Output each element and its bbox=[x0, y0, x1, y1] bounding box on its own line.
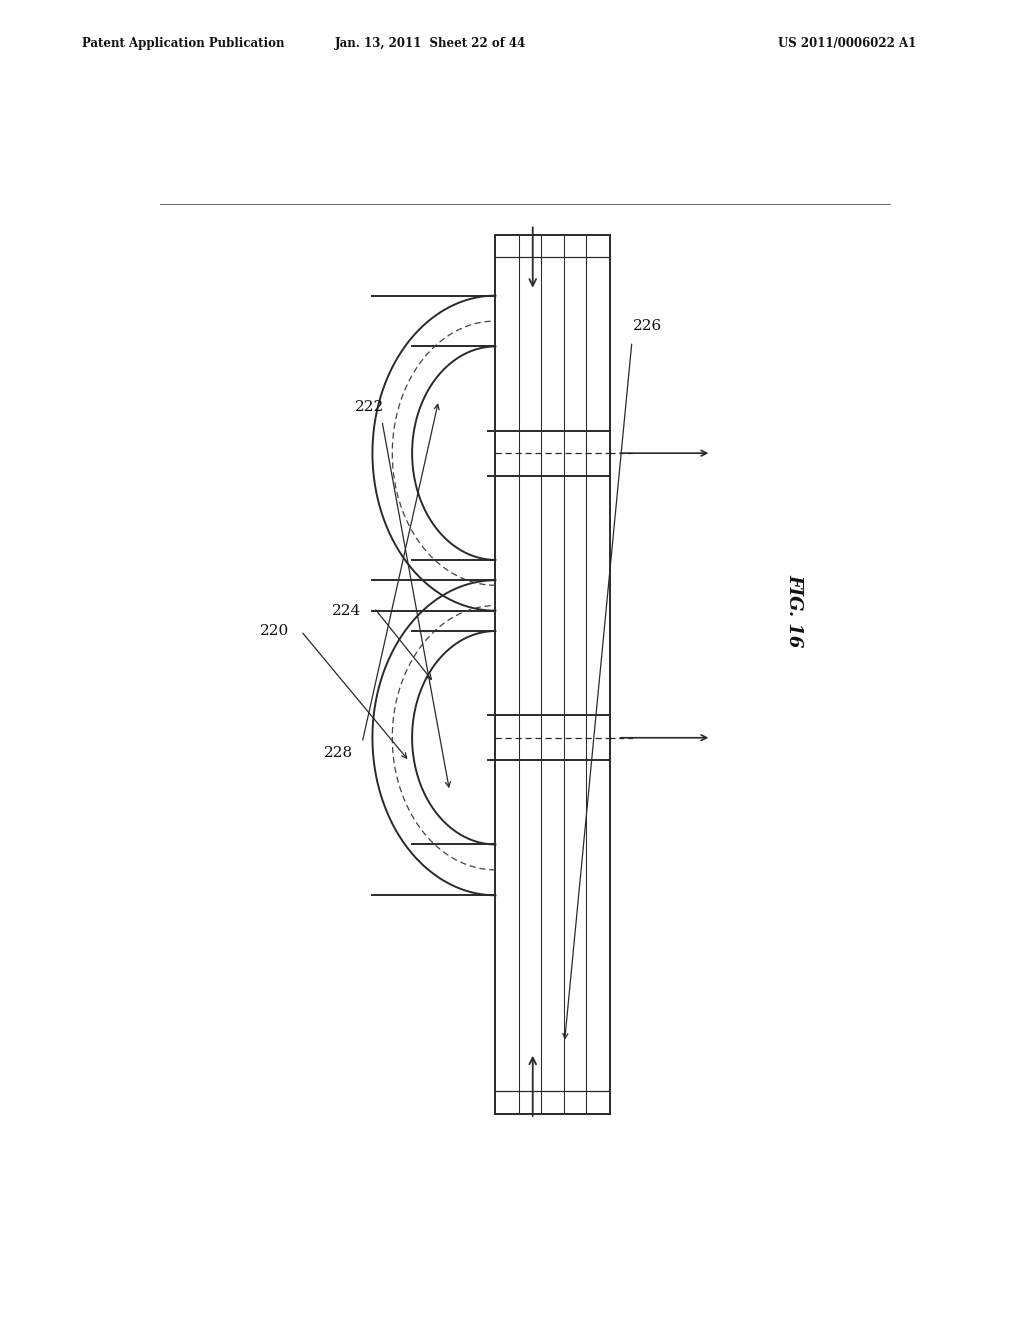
Text: 228: 228 bbox=[324, 746, 353, 760]
Text: FIG. 16: FIG. 16 bbox=[785, 574, 804, 647]
Text: 226: 226 bbox=[633, 319, 663, 333]
Text: Jan. 13, 2011  Sheet 22 of 44: Jan. 13, 2011 Sheet 22 of 44 bbox=[335, 37, 525, 50]
Text: Patent Application Publication: Patent Application Publication bbox=[82, 37, 285, 50]
Text: 220: 220 bbox=[260, 624, 290, 638]
Text: 224: 224 bbox=[332, 603, 360, 618]
Text: 222: 222 bbox=[355, 400, 385, 414]
Text: US 2011/0006022 A1: US 2011/0006022 A1 bbox=[778, 37, 916, 50]
